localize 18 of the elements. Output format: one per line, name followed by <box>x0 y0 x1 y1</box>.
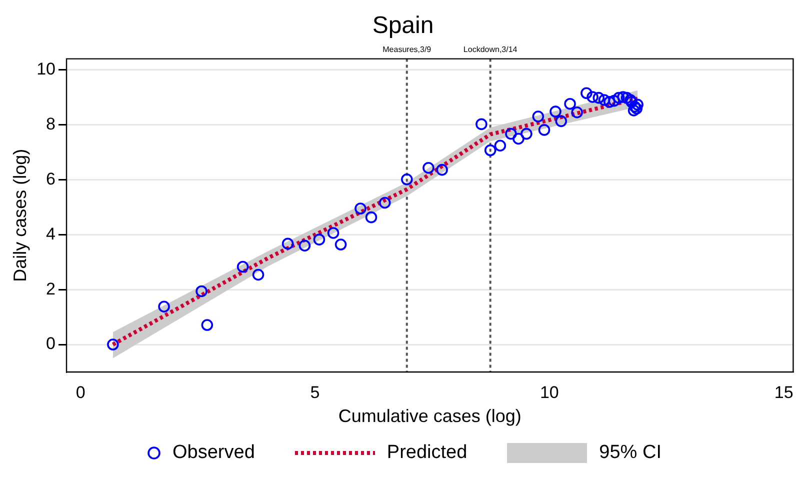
text: 95% CI <box>599 442 662 464</box>
y-tick-label: 8 <box>46 114 56 134</box>
x-tick-label: 0 <box>76 382 86 402</box>
ref-line-label: Lockdown,3/14 <box>463 45 518 54</box>
y-tick-label: 4 <box>46 224 56 244</box>
legend-label: Predicted <box>386 442 468 464</box>
y-tick-label: 0 <box>46 334 56 354</box>
x-tick-label: 15 <box>774 382 794 402</box>
y-tick-label: 6 <box>46 169 56 188</box>
x-tick-label: 10 <box>540 382 559 402</box>
legend-label: Observed <box>172 442 255 464</box>
ref-line-label: Measures,3/9 <box>382 45 432 54</box>
chart-title: Spain <box>372 12 434 40</box>
x-axis-title: Cumulative cases (log) <box>338 406 522 426</box>
y-tick-label: 2 <box>46 279 56 298</box>
x-tick-label: 5 <box>310 382 320 402</box>
y-tick-label: 10 <box>36 59 56 78</box>
y-axis-title: Daily cases (log) <box>10 148 30 282</box>
